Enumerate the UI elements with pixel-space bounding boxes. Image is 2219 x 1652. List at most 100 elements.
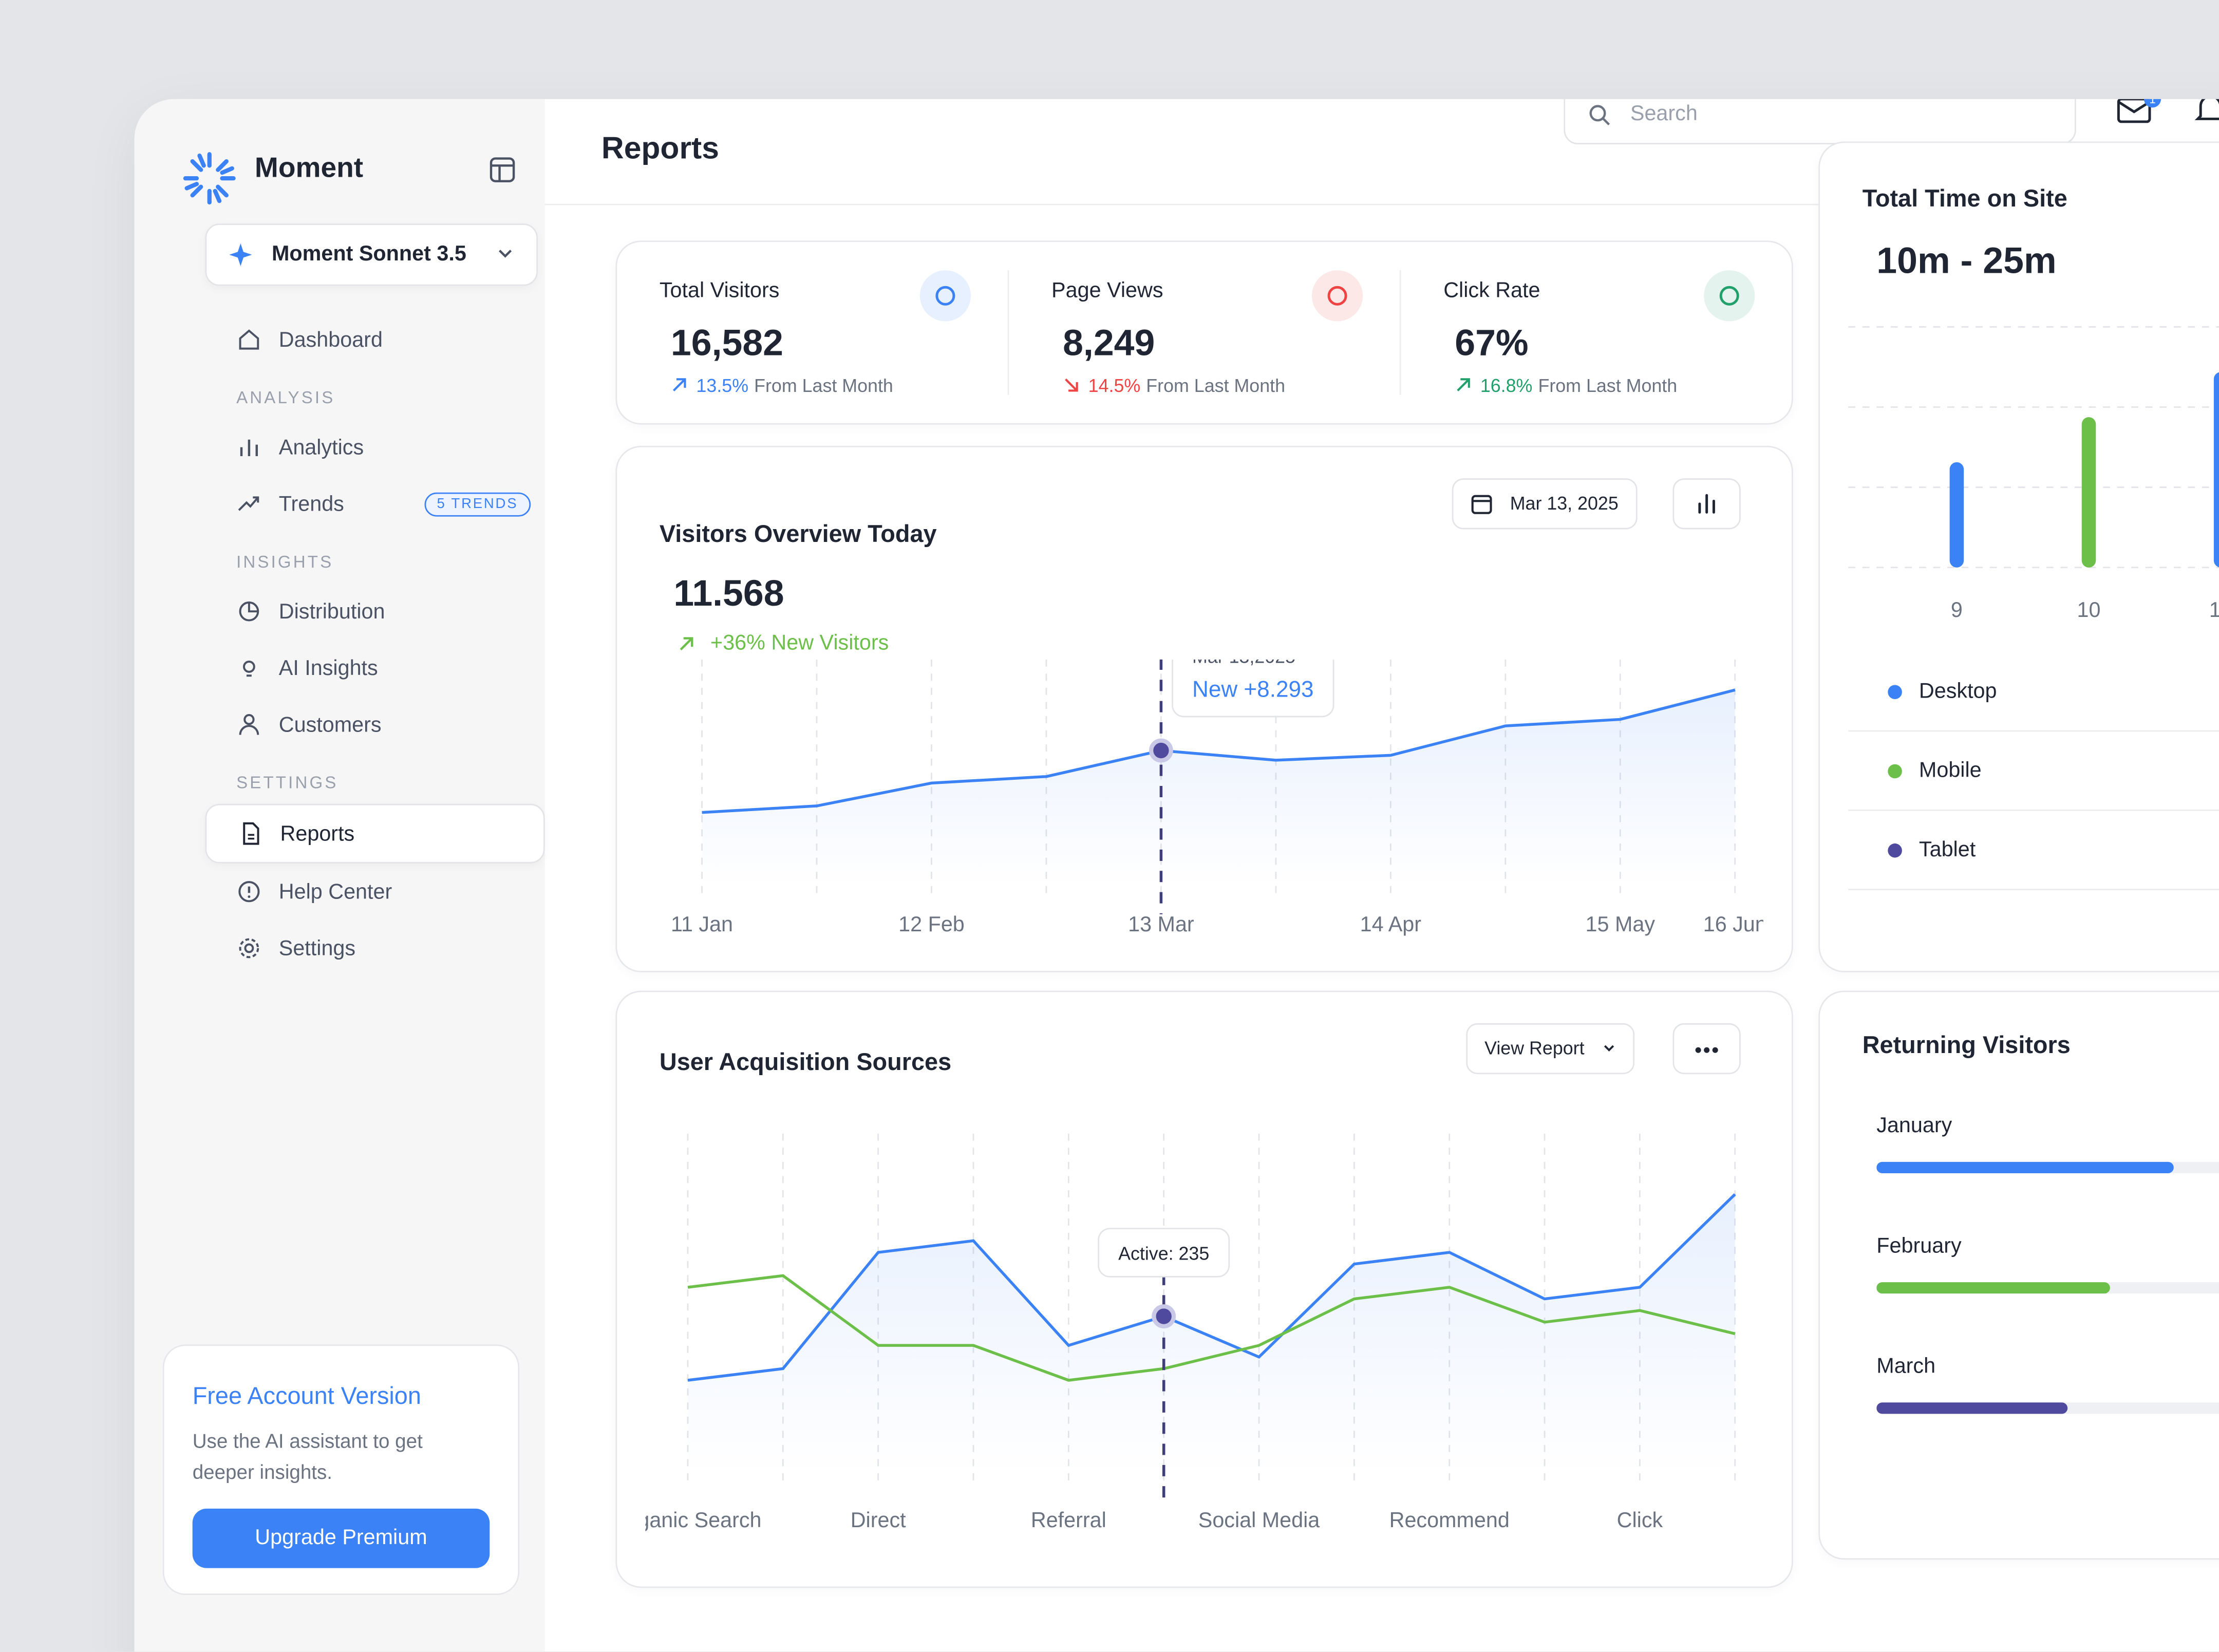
legend: Desktop Mobile Tablet: [1848, 652, 2219, 890]
stat-icon: [1311, 270, 1363, 322]
dots-icon: [1695, 1047, 1718, 1053]
change-value: 13.5%: [696, 375, 749, 397]
progress-label: February: [1876, 1234, 1962, 1259]
progress-row: March: [1820, 1346, 2219, 1466]
chevron: [1603, 1045, 1614, 1052]
nav-icon: [239, 714, 259, 735]
x-tick-label: Social Media: [1198, 1508, 1320, 1532]
nav-label: Dashboard: [278, 327, 383, 352]
progress-bar: [1876, 1161, 2174, 1173]
nav-item[interactable]: AI Insights: [205, 640, 544, 696]
big-value: 11.568: [673, 572, 784, 614]
legend-swatch: [1888, 684, 1902, 699]
nav-label: Reports: [280, 821, 355, 846]
nav-item[interactable]: Settings: [205, 920, 544, 977]
stats-card: Total Visitors 16,582 13.5% From Last Month…: [615, 240, 1793, 425]
nav-item-active[interactable]: Reports: [205, 803, 545, 863]
card-title: Total Time on Site: [1862, 185, 2067, 213]
search-icon: [1589, 105, 1610, 126]
button-label: View Report: [1484, 1037, 1585, 1059]
line-chart: Organic Search Direct Referral Social Media…: [645, 1133, 1736, 1532]
nav-heading: SETTINGS: [236, 773, 339, 793]
card-title: Returning Visitors: [1862, 1031, 2071, 1059]
x-tick-label: 9: [1951, 598, 1963, 622]
progress-row: January: [1820, 1105, 2219, 1226]
stat-label: Total Visitors: [659, 278, 780, 303]
x-tick-label: 14: [2209, 598, 2219, 622]
nav-label: Help Center: [278, 879, 392, 904]
brand-name: Moment: [254, 153, 364, 184]
logo: [183, 152, 236, 205]
nav-item[interactable]: Trends 5 TRENDS: [205, 476, 544, 532]
legend-item: Desktop: [1848, 652, 2219, 732]
bar-chart: 9 10 14: [1848, 326, 2219, 622]
time-on-site-card: Total Time on Site 10m - 25m 9 10 14 Deskt…: [1818, 141, 2219, 972]
nav-label: Distribution: [278, 599, 385, 624]
promo-card: Free Account Version Use the AI assistan…: [162, 1344, 520, 1595]
tooltip-text: Active: 235: [1118, 1243, 1209, 1264]
x-tick-label: 13 Mar: [1128, 912, 1194, 936]
card-title: Visitors Overview Today: [659, 520, 937, 548]
bar: [2213, 372, 2219, 568]
progress-bar: [1876, 1282, 2110, 1294]
x-tick-label: Organic Search: [645, 1508, 761, 1532]
stat-label: Page Views: [1051, 278, 1163, 303]
tooltip-box: [1098, 1228, 1230, 1278]
nav-icon: [238, 881, 260, 903]
sidebar: Moment Moment Sonnet 3.5 Dashboard ANALYS…: [134, 99, 545, 1652]
trend-arrow: [1065, 378, 1078, 392]
visitors-change: +36% New Visitors: [710, 631, 889, 655]
nav-item[interactable]: Distribution: [205, 583, 544, 640]
legend-swatch: [1888, 763, 1902, 778]
stat-change: 13.5% From Last Month: [671, 375, 893, 396]
area: [687, 1194, 1735, 1474]
nav-item[interactable]: Customers: [205, 697, 544, 753]
progress-track: [1876, 1282, 2219, 1294]
sparkle-icon: [229, 243, 252, 266]
hover-point: [1152, 1304, 1176, 1328]
model-selector[interactable]: Moment Sonnet 3.5: [205, 223, 538, 286]
legend-swatch: [1888, 842, 1902, 857]
progress-bar: [1876, 1402, 2068, 1414]
x-tick-label: 15 May: [1586, 912, 1656, 936]
bar: [2081, 417, 2096, 568]
bell-button[interactable]: [2193, 99, 2219, 127]
x-tick-label: 10: [2077, 598, 2101, 622]
nav-item[interactable]: Analytics: [205, 419, 544, 476]
acquisition-card: User Acquisition Sources View Report Org…: [615, 990, 1793, 1588]
upgrade-button[interactable]: Upgrade Premium: [192, 1508, 490, 1568]
nav-icon: [238, 496, 259, 511]
progress-track: [1876, 1161, 2219, 1173]
progress-label: January: [1876, 1114, 1952, 1138]
nav-icon: [239, 601, 259, 622]
line: [687, 1193, 1736, 1382]
nav-item[interactable]: Dashboard: [205, 311, 544, 368]
view-report-button[interactable]: View Report: [1466, 1023, 1634, 1075]
x-tick-label: 12 Feb: [898, 912, 965, 936]
change-value: 16.8%: [1480, 375, 1533, 397]
nav-icon: [243, 822, 259, 845]
calendar-icon: [1471, 495, 1492, 514]
app-window: Moment Moment Sonnet 3.5 Dashboard ANALYS…: [134, 99, 2219, 1652]
tooltip: Active: 235: [1098, 1228, 1230, 1278]
date-picker[interactable]: Mar 13, 2025: [1452, 478, 1637, 530]
progress-row: February: [1820, 1226, 2219, 1346]
more-button[interactable]: [1672, 1023, 1741, 1075]
collapse-button[interactable]: [488, 156, 517, 184]
icon: [935, 286, 955, 306]
nav-item[interactable]: Help Center: [205, 863, 544, 920]
nav-menu: Dashboard ANALYSIS Analytics Trends 5 TRENDS…: [205, 311, 545, 977]
change-note: From Last Month: [1146, 375, 1286, 397]
line: [687, 1274, 1736, 1382]
mail-button[interactable]: 1: [2116, 99, 2167, 133]
stat-label: Click Rate: [1443, 278, 1540, 303]
chevron: [498, 250, 512, 258]
tooltip-title: Mar 13,2025: [1192, 660, 1295, 667]
tooltip: Mar 13,2025 New +8.293: [1172, 659, 1334, 718]
time-range: 10m - 25m: [1876, 239, 2057, 282]
search-placeholder: Search: [1630, 102, 1698, 126]
chart-toggle[interactable]: [1672, 478, 1741, 530]
stat: Page Views 8,249 14.5% From Last Month: [1009, 270, 1401, 397]
search-box[interactable]: Search: [1564, 99, 2076, 145]
